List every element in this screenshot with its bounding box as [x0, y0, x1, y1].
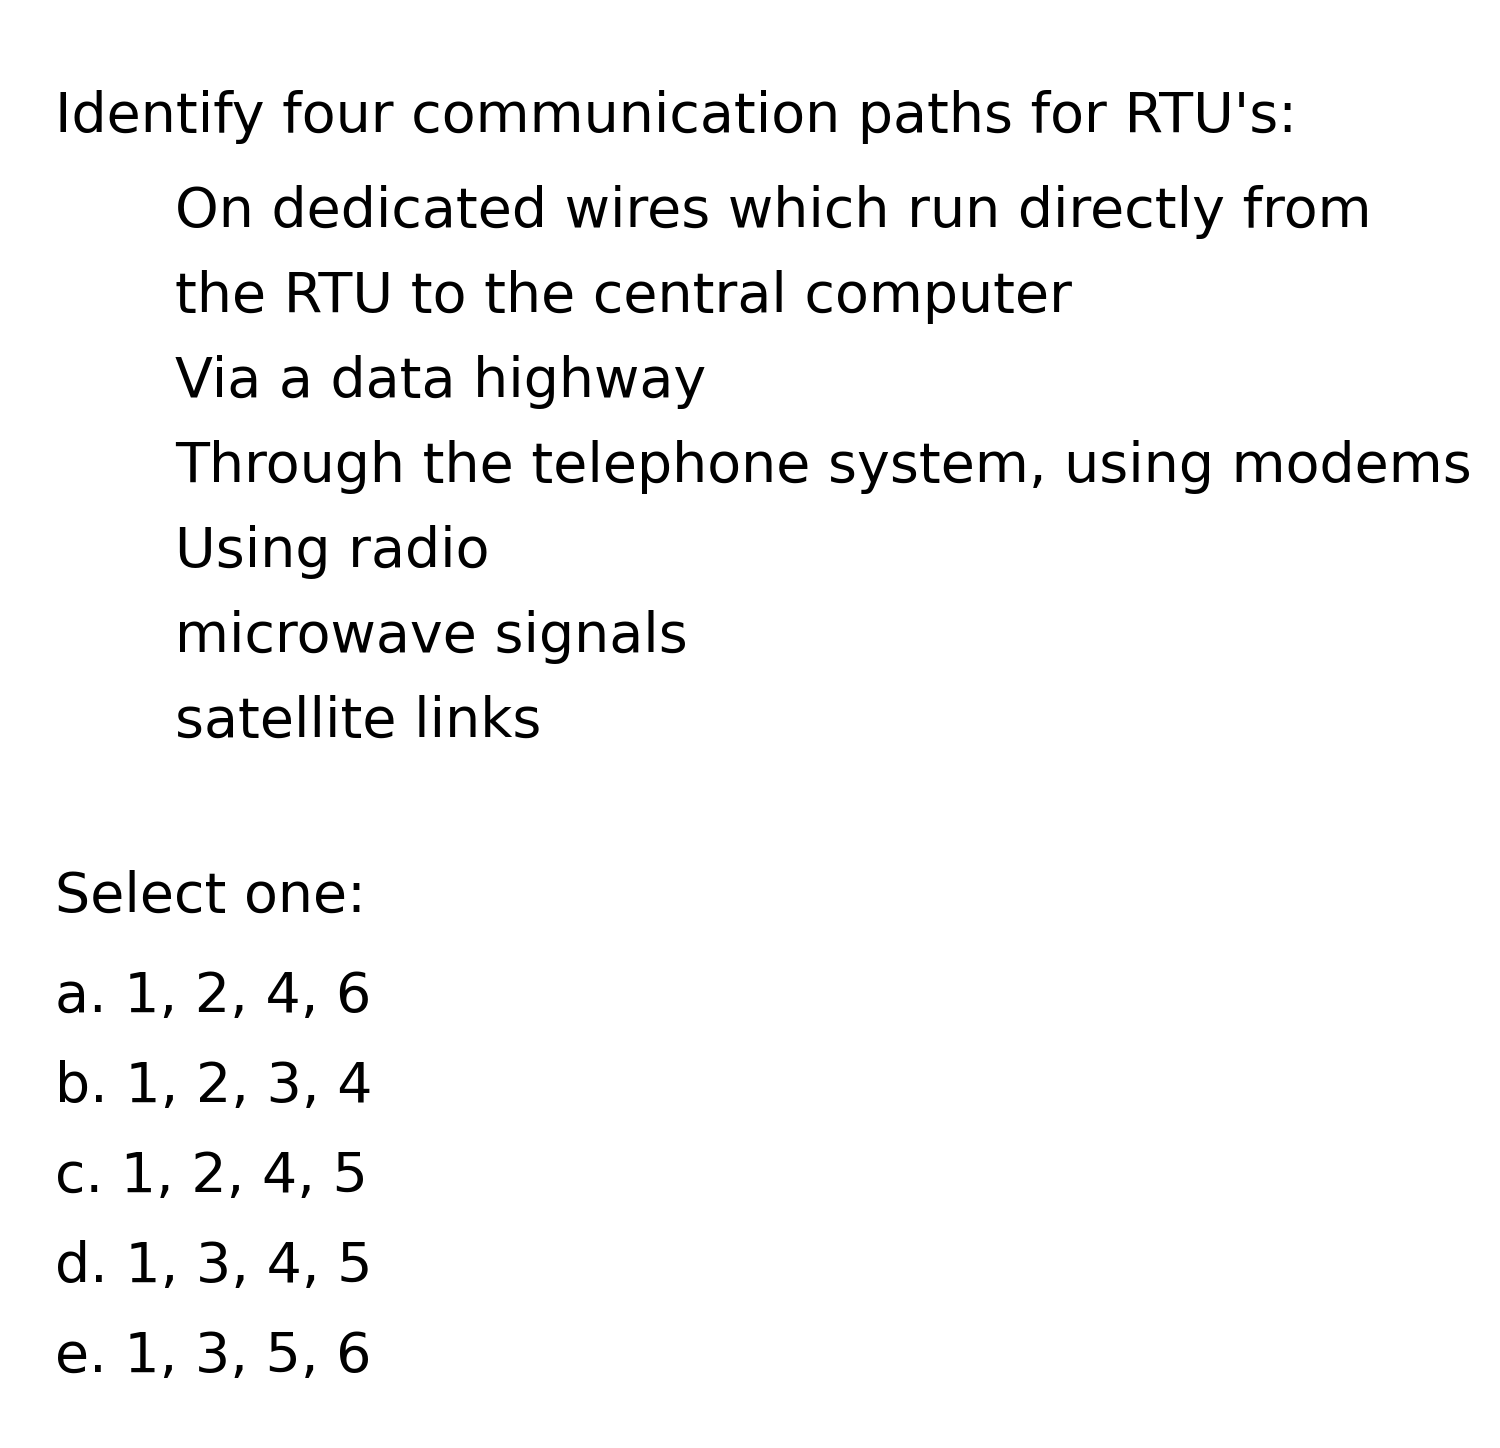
Text: Through the telephone system, using modems: Through the telephone system, using mode… — [176, 440, 1472, 494]
Text: d. 1, 3, 4, 5: d. 1, 3, 4, 5 — [56, 1239, 372, 1295]
Text: e. 1, 3, 5, 6: e. 1, 3, 5, 6 — [56, 1331, 372, 1384]
Text: Identify four communication paths for RTU's:: Identify four communication paths for RT… — [56, 90, 1298, 143]
Text: satellite links: satellite links — [176, 695, 542, 749]
Text: On dedicated wires which run directly from: On dedicated wires which run directly fr… — [176, 185, 1371, 239]
Text: Select one:: Select one: — [56, 870, 366, 924]
Text: b. 1, 2, 3, 4: b. 1, 2, 3, 4 — [56, 1060, 372, 1114]
Text: c. 1, 2, 4, 5: c. 1, 2, 4, 5 — [56, 1150, 368, 1203]
Text: a. 1, 2, 4, 6: a. 1, 2, 4, 6 — [56, 970, 372, 1024]
Text: microwave signals: microwave signals — [176, 610, 687, 665]
Text: the RTU to the central computer: the RTU to the central computer — [176, 269, 1072, 324]
Text: Using radio: Using radio — [176, 526, 489, 579]
Text: Via a data highway: Via a data highway — [176, 355, 706, 408]
